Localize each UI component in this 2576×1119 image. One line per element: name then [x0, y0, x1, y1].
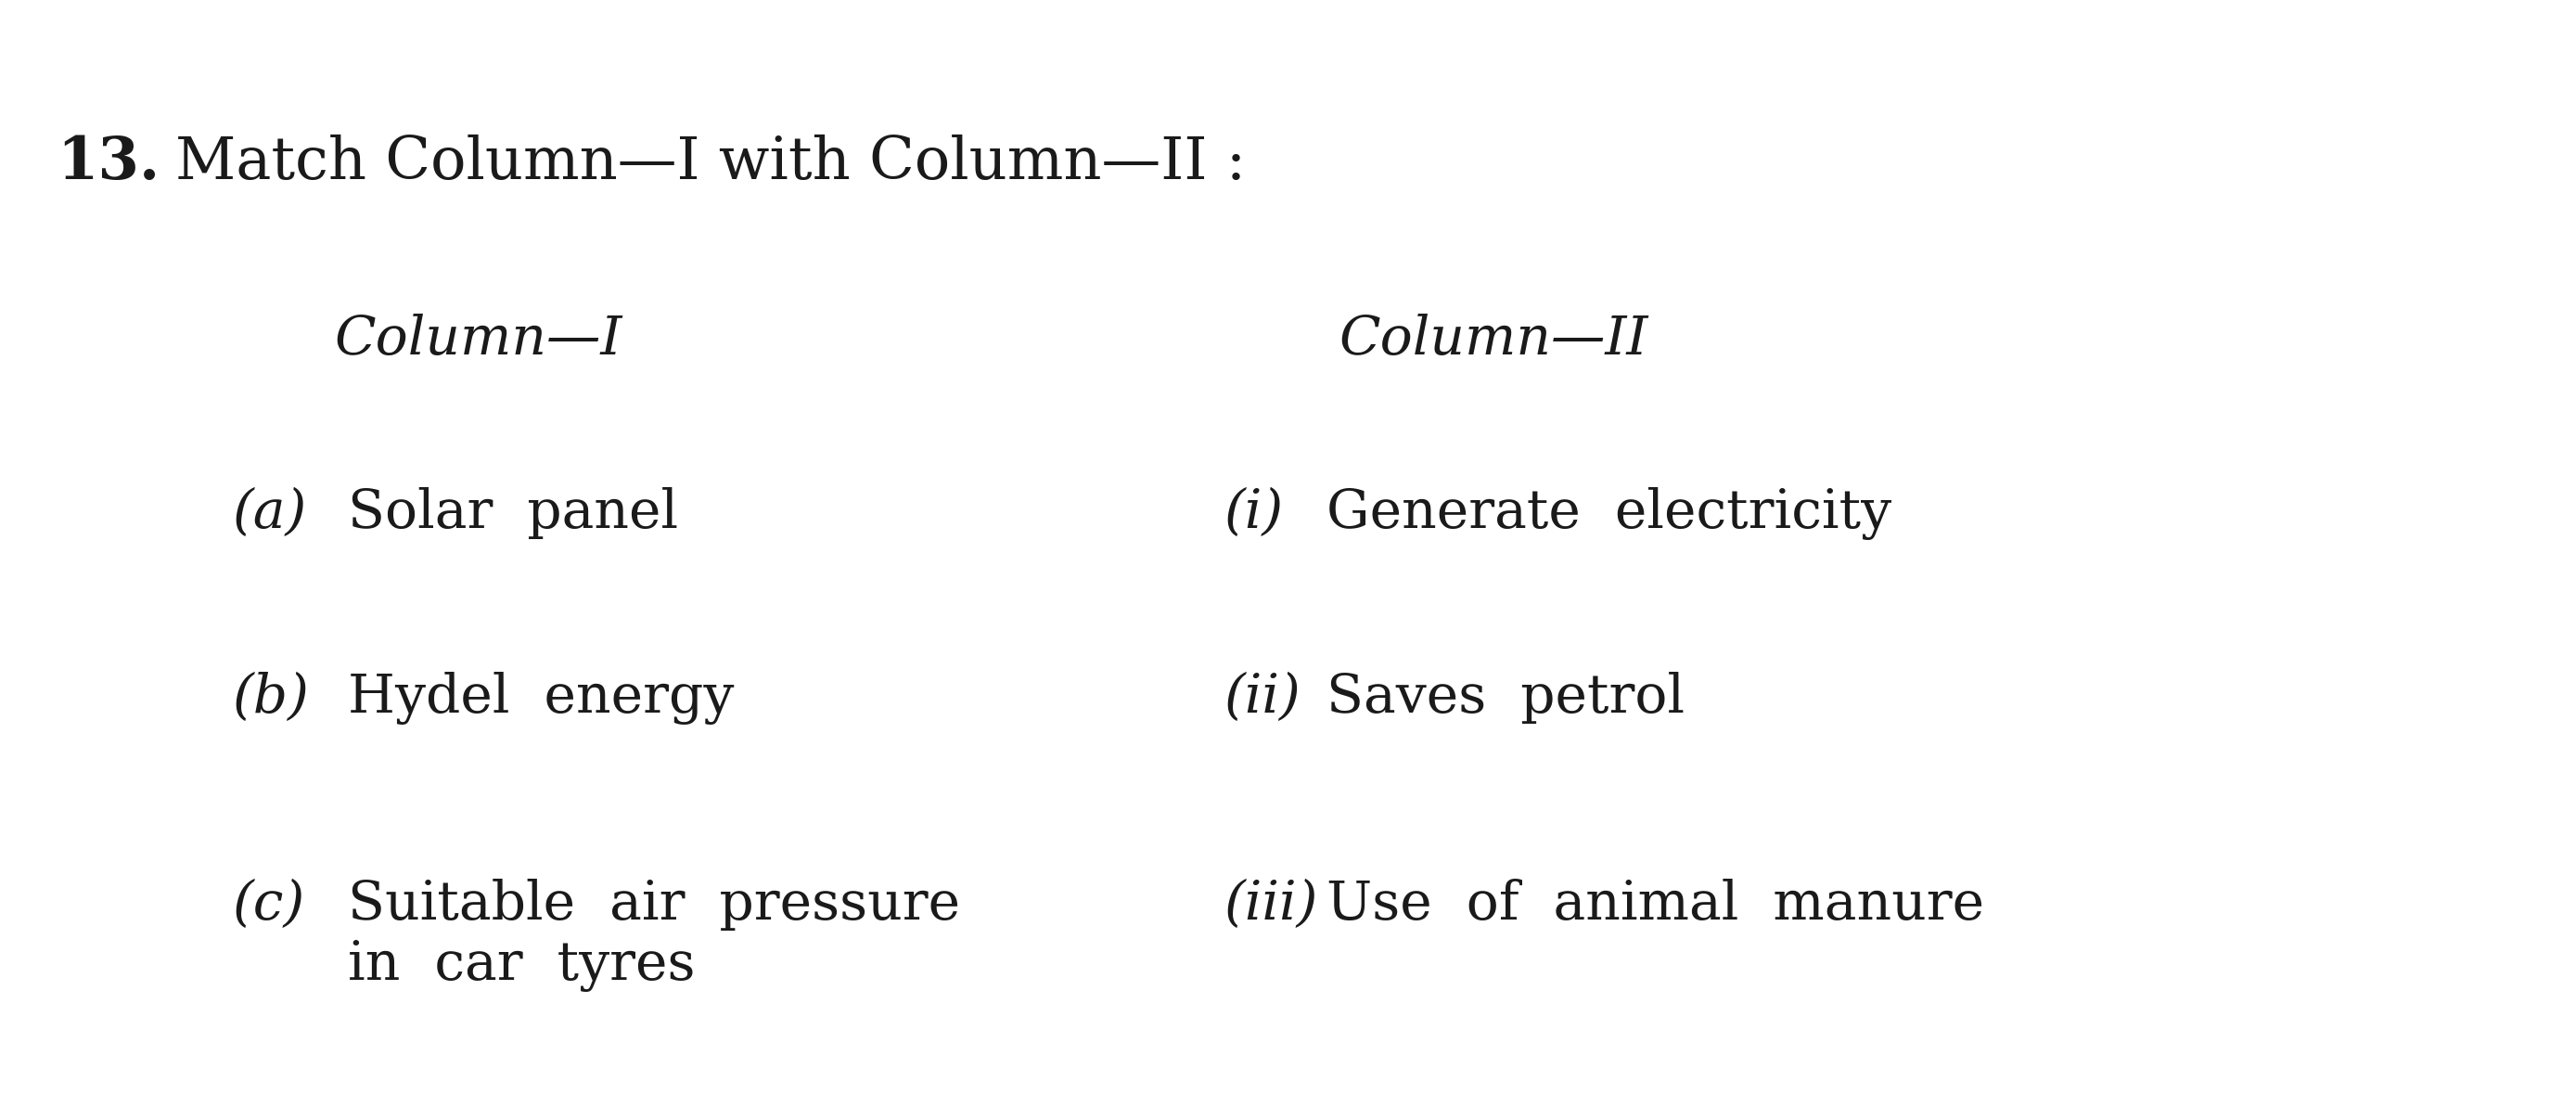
Text: Column—I: Column—I	[335, 313, 623, 366]
Text: (a): (a)	[232, 487, 307, 539]
Text: (ii): (ii)	[1224, 671, 1301, 724]
Text: Column—II: Column—II	[1340, 313, 1649, 366]
Text: Hydel  energy: Hydel energy	[348, 671, 734, 724]
Text: Suitable  air  pressure
in  car  tyres: Suitable air pressure in car tyres	[348, 878, 961, 991]
Text: Generate  electricity: Generate electricity	[1327, 487, 1891, 539]
Text: Match Column—I with Column—II :: Match Column—I with Column—II :	[175, 134, 1247, 191]
Text: Use  of  animal  manure: Use of animal manure	[1327, 878, 1984, 930]
Text: 13.: 13.	[57, 134, 160, 191]
Text: Solar  panel: Solar panel	[348, 487, 677, 538]
Text: Saves  petrol: Saves petrol	[1327, 671, 1685, 723]
Text: (iii): (iii)	[1224, 878, 1319, 931]
Text: (c): (c)	[232, 878, 304, 931]
Text: (b): (b)	[232, 671, 309, 724]
Text: (i): (i)	[1224, 487, 1283, 539]
